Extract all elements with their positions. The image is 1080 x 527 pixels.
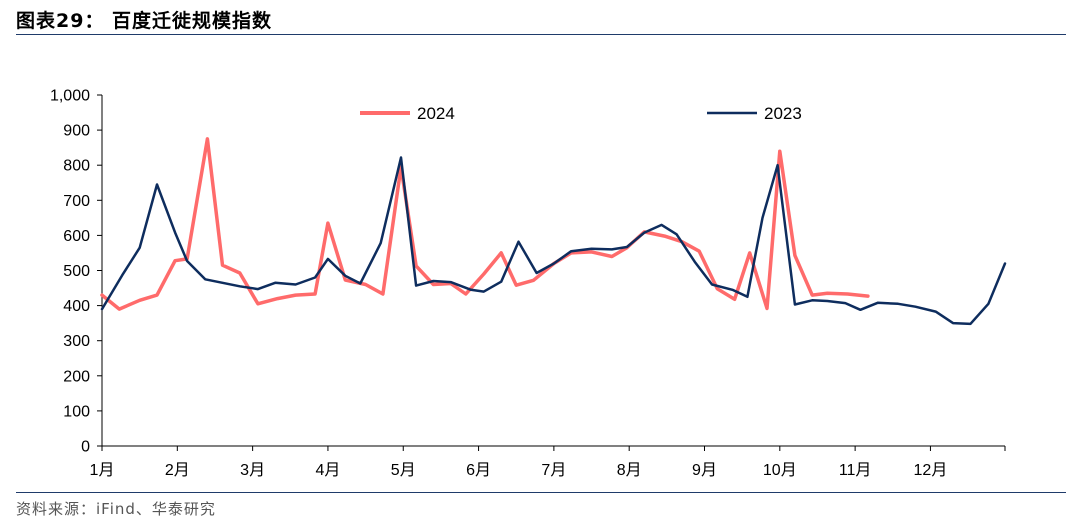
y-tick-label: 500 xyxy=(63,263,90,280)
x-tick-label: 2月 xyxy=(165,462,190,479)
top-divider xyxy=(16,34,1066,35)
series-layer xyxy=(100,137,1007,326)
series-line-2024 xyxy=(100,137,870,311)
y-tick-label: 900 xyxy=(63,123,90,140)
y-tick-label: 300 xyxy=(63,333,90,350)
y-tick-label: 100 xyxy=(63,403,90,420)
x-tick-label: 9月 xyxy=(692,462,717,479)
source-note: 资料来源：iFind、华泰研究 xyxy=(16,500,216,518)
x-tick-label: 6月 xyxy=(466,462,491,479)
x-axis: 1月 2月 3月 4月 5月 6月 7月 8月 9月 10月 11月 12月 xyxy=(90,445,1006,479)
x-tick-label: 7月 xyxy=(541,462,566,479)
y-tick-label: 200 xyxy=(63,368,90,385)
x-tick-label: 4月 xyxy=(315,462,340,479)
y-tick-label: 1,000 xyxy=(50,88,90,105)
y-tick-label: 600 xyxy=(63,228,90,245)
x-tick-label: 3月 xyxy=(240,462,265,479)
bottom-divider xyxy=(16,492,1066,493)
x-tick-label: 11月 xyxy=(839,462,872,479)
x-tick-label: 1月 xyxy=(90,462,115,479)
y-tick-label: 800 xyxy=(63,158,90,175)
series-line-2023 xyxy=(100,156,1007,326)
x-tick-label: 8月 xyxy=(617,462,642,479)
legend-label-2023: 2023 xyxy=(764,104,802,123)
x-tick-label: 5月 xyxy=(391,462,416,479)
y-tick-label: 0 xyxy=(81,439,90,456)
y-tick-label: 700 xyxy=(63,193,90,210)
x-tick-label: 12月 xyxy=(914,462,948,479)
legend: 2024 2023 xyxy=(360,104,802,123)
legend-label-2024: 2024 xyxy=(417,104,455,123)
chart-title: 图表29： 百度迁徙规模指数 xyxy=(16,10,273,32)
y-tick-label: 400 xyxy=(63,298,90,315)
y-axis: 0 100 200 300 400 500 600 700 800 900 1,000 xyxy=(50,88,103,456)
x-tick-label: 10月 xyxy=(763,462,797,479)
